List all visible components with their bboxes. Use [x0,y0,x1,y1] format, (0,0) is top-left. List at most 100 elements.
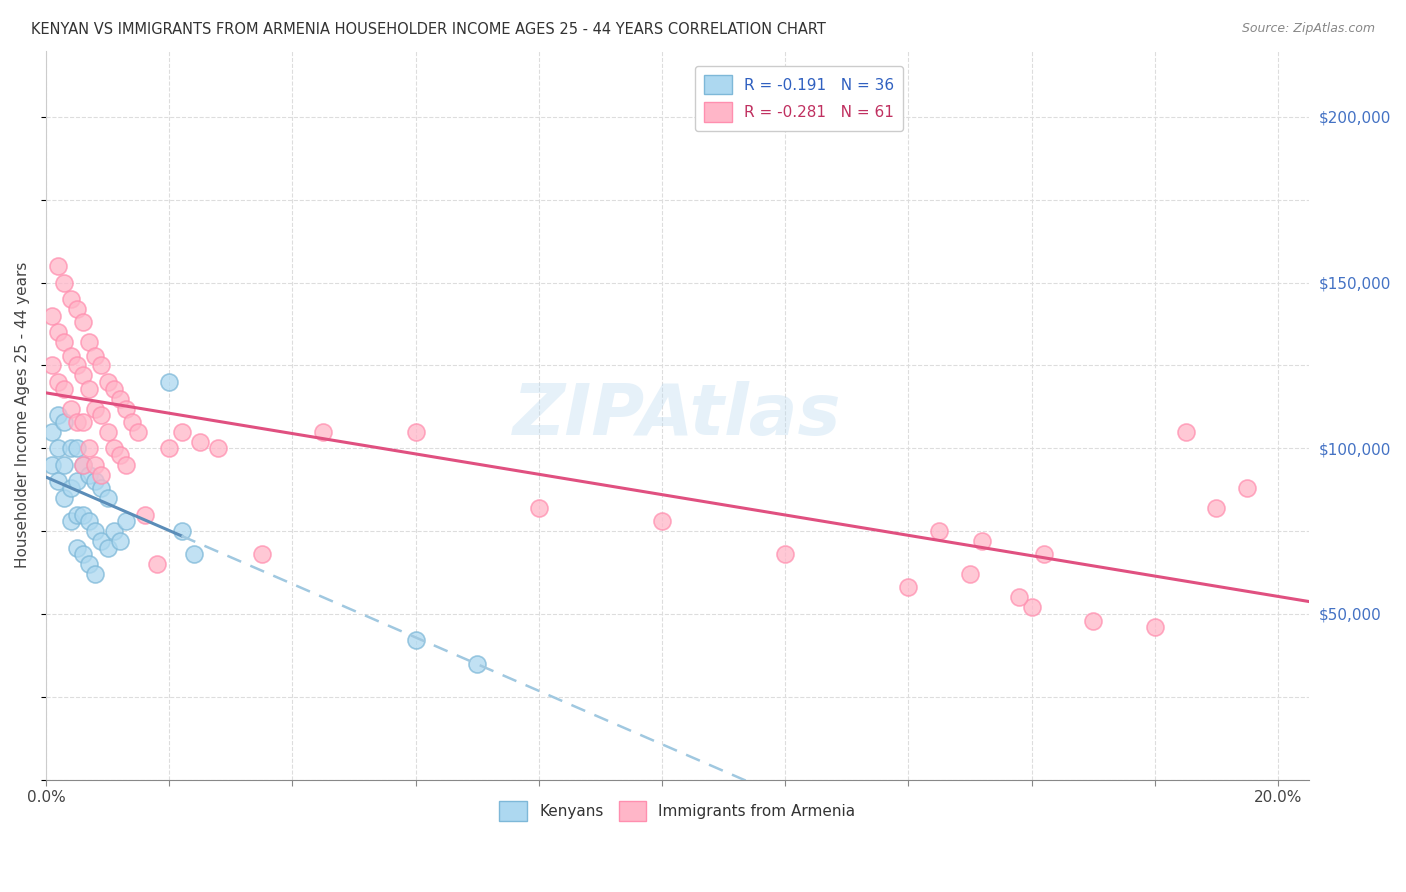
Point [41,359,63,373]
Point [121,415,143,429]
Point [41,425,63,439]
Point [53,382,76,396]
Legend: Kenyans, Immigrants from Armenia: Kenyans, Immigrants from Armenia [494,795,862,827]
Point [41,309,63,323]
Point [72,458,94,472]
Point [108,448,131,462]
Point [1143,620,1166,634]
Point [127,425,149,439]
Point [1205,500,1227,515]
Point [773,547,796,561]
Point [53,335,76,350]
Point [170,524,193,538]
Point [66,508,89,522]
Point [97,541,120,555]
Y-axis label: Householder Income Ages 25 - 44 years: Householder Income Ages 25 - 44 years [15,262,30,568]
Point [97,375,120,389]
Point [97,491,120,505]
Point [46,442,69,456]
Point [77,514,100,528]
Point [1236,481,1258,495]
Point [115,514,138,528]
Point [188,434,211,449]
Point [146,558,169,572]
Point [84,475,107,489]
Point [405,425,427,439]
Point [77,335,100,350]
Point [72,415,94,429]
Point [103,382,125,396]
Point [66,359,89,373]
Point [465,657,488,671]
Point [72,458,94,472]
Point [103,442,125,456]
Point [53,276,76,290]
Point [1021,600,1043,615]
Point [77,442,100,456]
Point [90,467,112,482]
Point [84,401,107,416]
Point [72,508,94,522]
Point [527,500,550,515]
Point [53,458,76,472]
Point [84,567,107,582]
Point [41,458,63,472]
Point [77,558,100,572]
Point [46,259,69,273]
Point [90,359,112,373]
Point [134,508,156,522]
Point [1174,425,1197,439]
Point [959,567,981,582]
Point [103,524,125,538]
Point [1083,614,1105,628]
Point [90,534,112,549]
Point [1008,591,1031,605]
Point [250,547,273,561]
Point [928,524,950,538]
Point [651,514,673,528]
Point [405,633,427,648]
Point [77,382,100,396]
Point [77,467,100,482]
Point [157,375,180,389]
Point [183,547,205,561]
Point [897,581,920,595]
Point [84,349,107,363]
Point [84,458,107,472]
Point [170,425,193,439]
Point [108,392,131,406]
Point [97,425,120,439]
Text: ZIPAtlas: ZIPAtlas [513,381,842,450]
Text: KENYAN VS IMMIGRANTS FROM ARMENIA HOUSEHOLDER INCOME AGES 25 - 44 YEARS CORRELAT: KENYAN VS IMMIGRANTS FROM ARMENIA HOUSEH… [31,22,825,37]
Point [53,415,76,429]
Point [108,534,131,549]
Point [1033,547,1056,561]
Point [115,458,138,472]
Point [46,408,69,422]
Point [59,514,82,528]
Point [66,442,89,456]
Point [90,481,112,495]
Point [46,375,69,389]
Point [53,491,76,505]
Point [46,326,69,340]
Point [46,475,69,489]
Point [90,408,112,422]
Point [59,349,82,363]
Point [972,534,994,549]
Point [72,368,94,383]
Point [115,401,138,416]
Point [66,475,89,489]
Point [59,481,82,495]
Text: Source: ZipAtlas.com: Source: ZipAtlas.com [1241,22,1375,36]
Point [66,541,89,555]
Point [312,425,335,439]
Point [157,442,180,456]
Point [72,315,94,329]
Point [84,524,107,538]
Point [66,302,89,317]
Point [59,401,82,416]
Point [59,292,82,306]
Point [207,442,229,456]
Point [66,415,89,429]
